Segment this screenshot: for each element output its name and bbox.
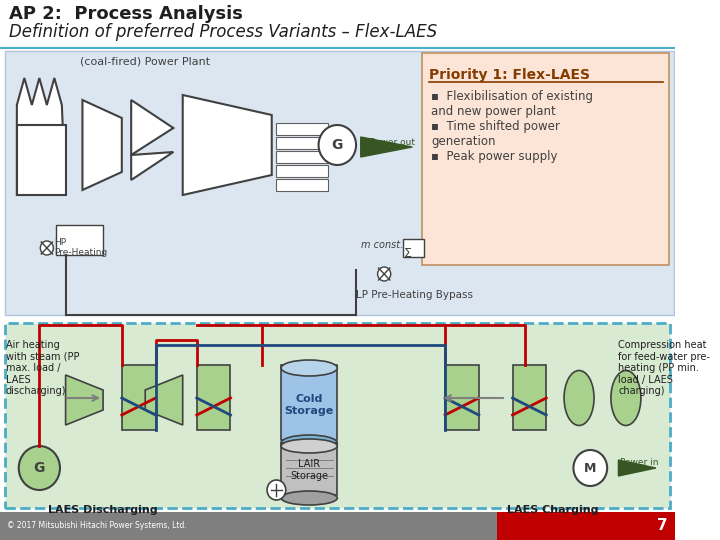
Text: AP 2:  Process Analysis: AP 2: Process Analysis xyxy=(9,5,243,23)
Circle shape xyxy=(573,450,607,486)
Circle shape xyxy=(19,446,60,490)
FancyBboxPatch shape xyxy=(276,151,328,163)
Ellipse shape xyxy=(281,439,337,453)
Text: ▪  Flexibilisation of existing
and new power plant: ▪ Flexibilisation of existing and new po… xyxy=(431,90,593,118)
Text: Cold
Storage: Cold Storage xyxy=(284,394,334,416)
FancyBboxPatch shape xyxy=(276,165,328,177)
Text: (coal-fired) Power Plant: (coal-fired) Power Plant xyxy=(80,57,210,67)
FancyBboxPatch shape xyxy=(276,179,328,191)
FancyBboxPatch shape xyxy=(197,365,230,430)
FancyBboxPatch shape xyxy=(497,512,675,540)
FancyBboxPatch shape xyxy=(513,365,546,430)
Text: LP Pre-Heating Bypass: LP Pre-Heating Bypass xyxy=(356,290,473,300)
Ellipse shape xyxy=(564,370,594,426)
FancyBboxPatch shape xyxy=(276,123,328,135)
FancyBboxPatch shape xyxy=(445,365,479,430)
Text: m const.: m const. xyxy=(361,240,403,250)
Polygon shape xyxy=(183,95,271,195)
Ellipse shape xyxy=(281,360,337,376)
FancyBboxPatch shape xyxy=(281,443,337,495)
Ellipse shape xyxy=(281,435,337,451)
Text: Air heating
with steam (PP
max. load /
LAES
discharging): Air heating with steam (PP max. load / L… xyxy=(6,340,79,396)
Polygon shape xyxy=(361,137,413,157)
Circle shape xyxy=(318,125,356,165)
Polygon shape xyxy=(66,375,103,425)
Text: © 2017 Mitsubishi Hitachi Power Systems, Ltd.: © 2017 Mitsubishi Hitachi Power Systems,… xyxy=(7,522,187,530)
Circle shape xyxy=(377,267,391,281)
Text: Power in: Power in xyxy=(621,458,659,467)
Text: LAES Discharging: LAES Discharging xyxy=(48,505,158,515)
Circle shape xyxy=(267,480,286,500)
Text: ▪  Peak power supply: ▪ Peak power supply xyxy=(431,150,557,163)
Ellipse shape xyxy=(611,370,641,426)
FancyBboxPatch shape xyxy=(422,53,669,265)
FancyBboxPatch shape xyxy=(0,512,675,540)
Ellipse shape xyxy=(281,491,337,505)
Polygon shape xyxy=(83,100,122,190)
Text: Priority 1: Flex-LAES: Priority 1: Flex-LAES xyxy=(429,68,590,82)
Text: LAIR
Storage: LAIR Storage xyxy=(290,459,328,481)
FancyBboxPatch shape xyxy=(281,365,337,440)
Text: LAES Charging: LAES Charging xyxy=(507,505,598,515)
FancyBboxPatch shape xyxy=(5,51,674,315)
FancyBboxPatch shape xyxy=(122,365,156,430)
FancyBboxPatch shape xyxy=(56,225,103,255)
Polygon shape xyxy=(131,152,174,180)
Text: Compression heat
for feed-water pre-
heating (PP min.
load / LAES
charging): Compression heat for feed-water pre- hea… xyxy=(618,340,711,396)
Text: Σ: Σ xyxy=(404,247,412,260)
Polygon shape xyxy=(17,78,66,195)
Text: G: G xyxy=(332,138,343,152)
FancyBboxPatch shape xyxy=(403,239,423,257)
Text: HP
Pre-Heating: HP Pre-Heating xyxy=(54,238,107,258)
Polygon shape xyxy=(131,100,174,155)
FancyBboxPatch shape xyxy=(5,323,670,508)
FancyBboxPatch shape xyxy=(276,137,328,149)
Text: G: G xyxy=(34,461,45,475)
FancyBboxPatch shape xyxy=(17,125,66,195)
Text: M: M xyxy=(584,462,596,475)
Circle shape xyxy=(40,241,53,255)
Polygon shape xyxy=(618,460,656,476)
Polygon shape xyxy=(145,375,183,425)
Text: Power out: Power out xyxy=(370,138,415,147)
Text: 7: 7 xyxy=(657,518,667,534)
Text: Definition of preferred Process Variants – Flex-LAES: Definition of preferred Process Variants… xyxy=(9,23,438,41)
Text: ▪  Time shifted power
generation: ▪ Time shifted power generation xyxy=(431,120,560,148)
